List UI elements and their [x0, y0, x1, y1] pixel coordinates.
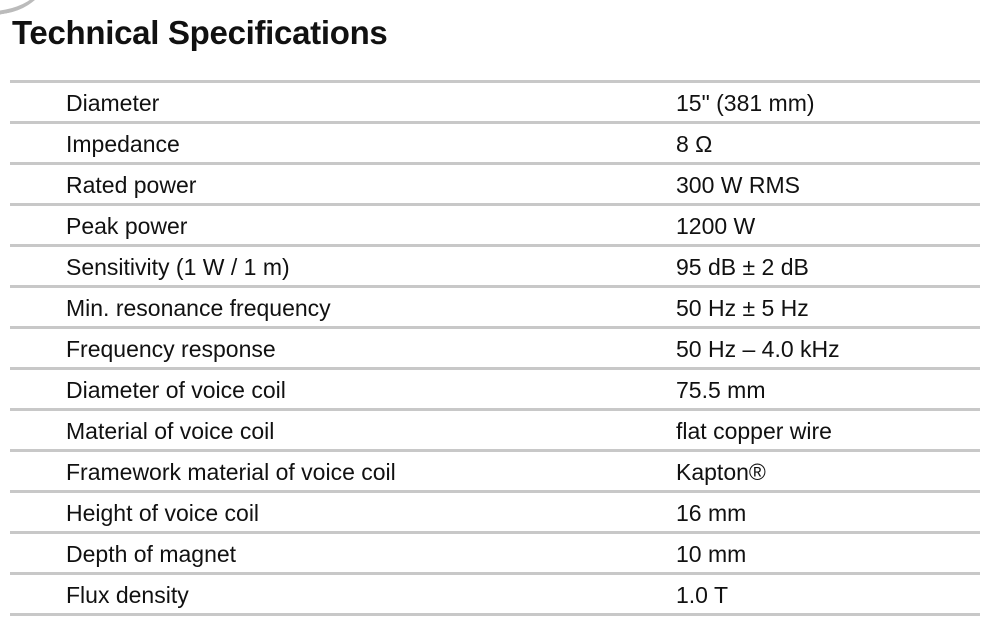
spec-label: Peak power — [66, 213, 188, 239]
spec-row: Flux density 1.0 T — [10, 575, 980, 616]
spec-label: Sensitivity (1 W / 1 m) — [66, 254, 290, 280]
spec-value: flat copper wire — [676, 418, 832, 444]
spec-row: Height of voice coil 16 mm — [10, 493, 980, 534]
spec-row: Rated power 300 W RMS — [10, 165, 980, 206]
spec-row: Impedance 8 Ω — [10, 124, 980, 165]
spec-row: Min. resonance frequency 50 Hz ± 5 Hz — [10, 288, 980, 329]
spec-value: 300 W RMS — [676, 172, 800, 198]
spec-row: Diameter of voice coil 75.5 mm — [10, 370, 980, 411]
spec-row: Depth of magnet 10 mm — [10, 534, 980, 575]
spec-row: Peak power 1200 W — [10, 206, 980, 247]
spec-row: Framework material of voice coil Kapton® — [10, 452, 980, 493]
spec-label: Diameter — [66, 90, 160, 116]
spec-label: Rated power — [66, 172, 197, 198]
spec-value: 10 mm — [676, 541, 747, 567]
spec-value: 50 Hz – 4.0 kHz — [676, 336, 840, 362]
spec-value: 8 Ω — [676, 131, 713, 157]
spec-value: 95 dB ± 2 dB — [676, 254, 809, 280]
spec-table: Diameter 15" (381 mm) Impedance 8 Ω Rated po… — [10, 80, 980, 616]
spec-label: Depth of magnet — [66, 541, 237, 567]
spec-row: Diameter 15" (381 mm) — [10, 83, 980, 124]
spec-value: 1.0 T — [676, 582, 728, 608]
spec-label: Framework material of voice coil — [66, 459, 396, 485]
page-title: Technical Specifications — [12, 14, 388, 51]
spec-value: 75.5 mm — [676, 377, 766, 403]
spec-label: Min. resonance frequency — [66, 295, 331, 321]
spec-label: Impedance — [66, 131, 180, 157]
spec-label: Frequency response — [66, 336, 276, 362]
spec-value: 1200 W — [676, 213, 756, 239]
spec-label: Material of voice coil — [66, 418, 275, 444]
spec-row: Sensitivity (1 W / 1 m) 95 dB ± 2 dB — [10, 247, 980, 288]
spec-row: Frequency response 50 Hz – 4.0 kHz — [10, 329, 980, 370]
spec-value: 50 Hz ± 5 Hz — [676, 295, 809, 321]
spec-label: Diameter of voice coil — [66, 377, 286, 403]
spec-value: 15" (381 mm) — [676, 90, 815, 116]
spec-value: Kapton® — [676, 459, 766, 485]
spec-row: Material of voice coil flat copper wire — [10, 411, 980, 452]
spec-label: Flux density — [66, 582, 189, 608]
spec-label: Height of voice coil — [66, 500, 260, 526]
spec-value: 16 mm — [676, 500, 747, 526]
